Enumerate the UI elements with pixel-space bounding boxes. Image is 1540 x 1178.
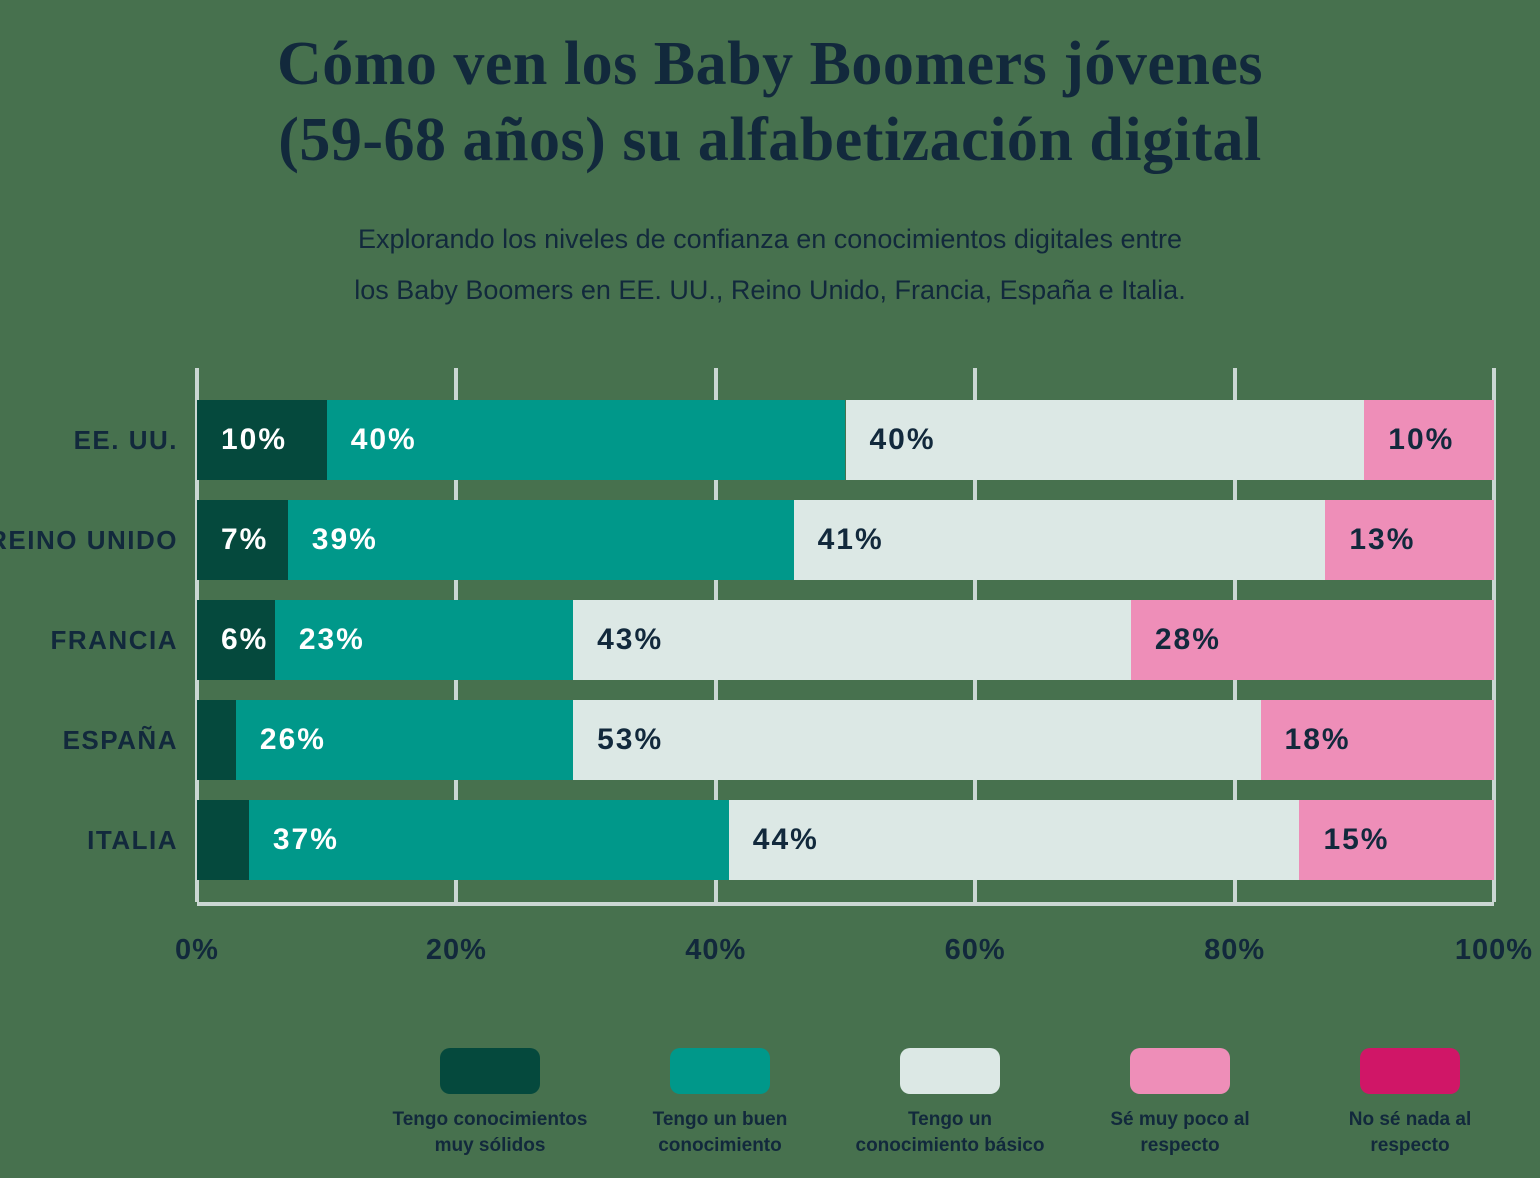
- bar-segment-label: 26%: [259, 723, 326, 756]
- legend-caption-line1: Tengo un: [907, 1109, 993, 1130]
- legend-caption-line2: respecto: [1370, 1135, 1450, 1156]
- bar-segment: 41%: [793, 500, 1326, 580]
- y-axis-label: FRANCIA: [50, 624, 178, 655]
- bar-segment: 10%: [197, 400, 327, 480]
- legend-caption: Tengo un buen conocimiento: [653, 1107, 788, 1159]
- x-tick-label: 0%: [175, 934, 219, 966]
- plot-area: 10% 40% 40% 10% 7% 39% 41% 13% 6% 23% 43% 28% 26% 53%…: [195, 368, 1496, 906]
- bar-segment: 23%: [274, 600, 574, 680]
- bar-segment: [197, 800, 249, 880]
- bar-segment: 43%: [573, 600, 1131, 680]
- legend-caption-line1: Sé muy poco al: [1110, 1109, 1250, 1130]
- bar-segment: 44%: [728, 800, 1300, 880]
- bar-segment: 28%: [1130, 600, 1494, 680]
- bar-segment-label: 7%: [221, 523, 269, 556]
- legend-caption-line1: No sé nada al: [1348, 1109, 1472, 1130]
- chart-subtitle: Explorando los niveles de confianza en c…: [0, 214, 1540, 316]
- chart-subtitle-line2: los Baby Boomers en EE. UU., Reino Unido…: [354, 275, 1186, 305]
- legend-item: Tengo un conocimiento básico: [842, 1048, 1058, 1159]
- x-tick-label: 60%: [944, 934, 1006, 966]
- bar-segment-label: 10%: [1388, 423, 1455, 456]
- y-axis-label: ITALIA: [87, 824, 178, 855]
- bar-segment-label: 6%: [221, 623, 269, 656]
- legend-caption-line1: Tengo conocimientos: [392, 1109, 588, 1130]
- chart-subtitle-line1: Explorando los niveles de confianza en c…: [357, 224, 1182, 254]
- bar-segment-label: 13%: [1349, 523, 1416, 556]
- bar-segment: 7%: [197, 500, 288, 580]
- legend-caption-line1: Tengo un buen: [652, 1109, 788, 1130]
- bar-segment: [197, 700, 236, 780]
- legend: Tengo conocimientos muy sólidos Tengo un b…: [382, 1048, 1518, 1159]
- bar-row: 6% 23% 43% 28%: [197, 600, 1494, 680]
- x-axis-ticks: 0% 20% 40% 60% 80% 100%: [175, 934, 1532, 974]
- chart-title-line2: (59-68 años) su alfabetización digital: [278, 106, 1262, 174]
- legend-item: Tengo conocimientos muy sólidos: [382, 1048, 598, 1159]
- x-tick-label: 40%: [685, 934, 747, 966]
- legend-swatch: [670, 1048, 770, 1094]
- bar-segment: 40%: [326, 400, 846, 480]
- bar-segment: 39%: [287, 500, 794, 580]
- x-tick-label: 20%: [425, 934, 487, 966]
- bar-segment-label: 15%: [1323, 823, 1390, 856]
- bar-row: 7% 39% 41% 13%: [197, 500, 1494, 580]
- legend-swatch: [440, 1048, 540, 1094]
- bar-segment-label: 28%: [1154, 623, 1221, 656]
- bar-segment-label: 40%: [350, 423, 417, 456]
- bar-segment: 13%: [1325, 500, 1494, 580]
- bar-segment-label: 53%: [597, 723, 664, 756]
- bar-segment: 37%: [248, 800, 729, 880]
- legend-caption-line2: muy sólidos: [434, 1135, 546, 1156]
- bar-segment: 6%: [197, 600, 275, 680]
- bar-segment-label: 44%: [752, 823, 819, 856]
- y-axis-labels: EE. UU. REINO UNIDO FRANCIA ESPAÑA ITALIA: [0, 368, 178, 906]
- bar-segment-label: 37%: [272, 823, 339, 856]
- bar-segment: 53%: [573, 700, 1261, 780]
- legend-caption: Tengo un conocimiento básico: [856, 1107, 1045, 1159]
- bar-segment: 15%: [1299, 800, 1494, 880]
- bar-segment-label: 41%: [817, 523, 884, 556]
- bar-segment-label: 10%: [221, 423, 288, 456]
- y-axis-label: EE. UU.: [73, 424, 178, 455]
- x-tick-label: 80%: [1204, 934, 1266, 966]
- bar-segment-label: 40%: [869, 423, 936, 456]
- legend-caption: Tengo conocimientos muy sólidos: [393, 1107, 588, 1159]
- legend-caption-line2: conocimiento: [658, 1135, 782, 1156]
- legend-item: No sé nada al respecto: [1302, 1048, 1518, 1159]
- legend-swatch: [900, 1048, 1000, 1094]
- legend-swatch: [1130, 1048, 1230, 1094]
- chart-title: Cómo ven los Baby Boomers jóvenes (59-68…: [0, 26, 1540, 178]
- legend-caption-line2: respecto: [1140, 1135, 1220, 1156]
- bar-segment: 26%: [235, 700, 574, 780]
- bar-segment: 10%: [1364, 400, 1494, 480]
- bar-row: 10% 40% 40% 10%: [197, 400, 1494, 480]
- y-axis-label: ESPAÑA: [62, 724, 178, 755]
- y-axis-label: REINO UNIDO: [0, 524, 178, 555]
- gridline: [1492, 368, 1496, 902]
- legend-caption: Sé muy poco al respecto: [1110, 1107, 1249, 1159]
- legend-swatch: [1360, 1048, 1460, 1094]
- bar-row: 37% 44% 15%: [197, 800, 1494, 880]
- bar-segment: 40%: [845, 400, 1365, 480]
- x-tick-label: 100%: [1454, 934, 1534, 966]
- legend-caption: No sé nada al respecto: [1349, 1107, 1472, 1159]
- bar-segment-label: 23%: [298, 623, 365, 656]
- legend-caption-line2: conocimiento básico: [855, 1135, 1045, 1156]
- bar-segment-label: 43%: [597, 623, 664, 656]
- bar-segment: 18%: [1260, 700, 1494, 780]
- chart-title-line1: Cómo ven los Baby Boomers jóvenes: [276, 30, 1264, 98]
- bar-segment-label: 18%: [1284, 723, 1351, 756]
- bar-segment-label: 39%: [311, 523, 378, 556]
- legend-item: Sé muy poco al respecto: [1072, 1048, 1288, 1159]
- legend-item: Tengo un buen conocimiento: [612, 1048, 828, 1159]
- bar-row: 26% 53% 18%: [197, 700, 1494, 780]
